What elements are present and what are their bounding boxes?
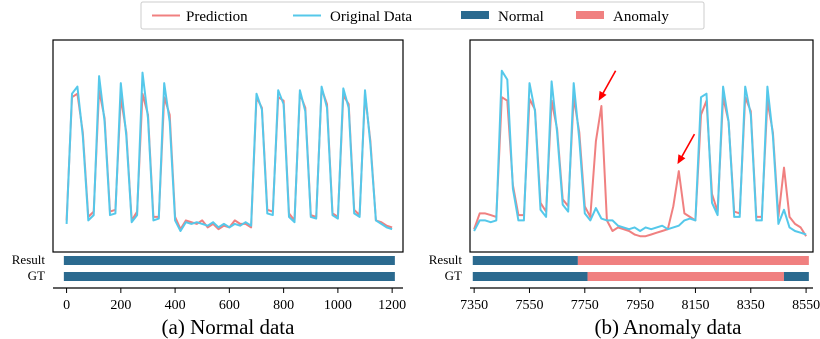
x-tick-label: 1000 [324, 298, 352, 313]
x-tick-label: 7950 [626, 298, 654, 313]
anomaly-arrow-shaft [600, 70, 617, 97]
panel-normal: Result GT 0 200 400 600 800 1000 1200 (a) Norm… [12, 39, 406, 339]
result-bar-segment-normal [63, 256, 395, 265]
gt-bar-segment-anomaly [587, 272, 784, 281]
x-tick-label: 0 [63, 298, 70, 313]
result-bar-segment-anomaly [577, 256, 809, 265]
panel-anomaly: Result GT 7350 7550 7750 7950 8150 8350 8550 (… [429, 39, 820, 339]
gt-bar-segment-normal [783, 272, 809, 281]
x-tick-label: 800 [273, 298, 294, 313]
panel-anomaly-annotations [598, 70, 696, 165]
x-tick-label: 1200 [378, 298, 406, 313]
gt-bar-segment-normal [472, 272, 588, 281]
x-tick-label: 7550 [515, 298, 543, 313]
x-tick-label: 7750 [571, 298, 599, 313]
panel-anomaly-gt-label: GT [445, 268, 462, 283]
legend-anomaly-label: Anomaly [613, 9, 669, 25]
legend-prediction-label: Prediction [186, 9, 248, 25]
series-original-line [473, 69, 807, 236]
panel-anomaly-caption: (b) Anomaly data [595, 315, 743, 339]
legend-frame [140, 1, 705, 30]
panel-anomaly-bars [472, 256, 809, 281]
anomaly-arrow-shaft [679, 133, 696, 160]
x-tick-label: 600 [219, 298, 240, 313]
anomaly-arrow-head [598, 90, 607, 101]
panel-normal-ticks: 0 200 400 600 800 1000 1200 [63, 288, 406, 313]
x-tick-label: 8350 [737, 298, 765, 313]
legend-normal-swatch [461, 11, 489, 19]
anomaly-arrow-head [677, 154, 686, 165]
panel-anomaly-ticks: 7350 7550 7750 7950 8150 8350 8550 [460, 288, 820, 313]
series-original-line [65, 71, 393, 232]
panel-anomaly-result-label: Result [429, 252, 463, 267]
legend-anomaly-swatch [576, 11, 604, 19]
x-tick-label: 400 [165, 298, 186, 313]
legend: Prediction Original Data Normal Anomaly [140, 1, 705, 30]
legend-normal-label: Normal [498, 9, 544, 25]
panel-normal-plot [65, 71, 393, 232]
panel-anomaly-plot [473, 69, 807, 238]
x-tick-label: 8150 [681, 298, 709, 313]
panel-normal-result-label: Result [12, 252, 46, 267]
x-tick-label: 7350 [460, 298, 488, 313]
panel-normal-gt-label: GT [28, 268, 45, 283]
legend-original-label: Original Data [330, 9, 412, 25]
panel-normal-bars [63, 256, 395, 281]
panel-normal-caption: (a) Normal data [162, 315, 296, 339]
x-tick-label: 200 [110, 298, 131, 313]
panel-normal-frame [52, 39, 404, 253]
panel-anomaly-frame [469, 39, 814, 253]
result-bar-segment-normal [472, 256, 578, 265]
x-tick-label: 8550 [792, 298, 820, 313]
gt-bar-segment-normal [63, 272, 395, 281]
